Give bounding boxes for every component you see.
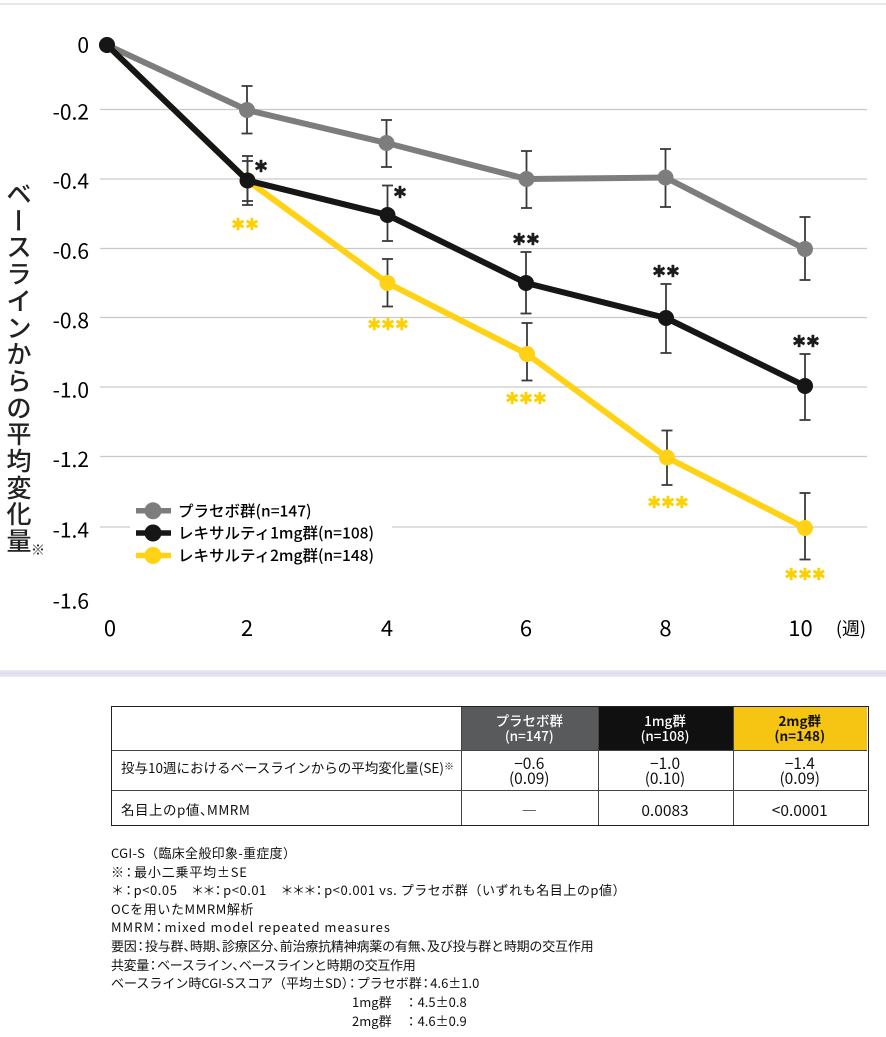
svg-text:-1.0: -1.0	[53, 375, 89, 405]
svg-text:プラセボ群(n=147): プラセボ群(n=147)	[178, 499, 312, 521]
svg-text:-1.6: -1.6	[53, 586, 89, 616]
svg-text:4: 4	[381, 611, 393, 643]
svg-text:0: 0	[77, 30, 89, 60]
svg-text:-1.2: -1.2	[53, 444, 89, 474]
svg-text:-0.6: -0.6	[53, 236, 89, 266]
svg-text:0: 0	[104, 611, 116, 643]
svg-text:8: 8	[659, 611, 671, 643]
svg-text:-1.4: -1.4	[53, 515, 89, 545]
svg-text:-0.4: -0.4	[53, 166, 89, 196]
svg-text:10: 10	[788, 611, 812, 643]
svg-text:6: 6	[520, 611, 532, 643]
svg-text:レキサルティ1mg群(n=108): レキサルティ1mg群(n=108)	[178, 522, 374, 544]
svg-text:(週): (週)	[836, 615, 866, 641]
svg-text:2: 2	[241, 611, 253, 643]
svg-text:-0.2: -0.2	[53, 97, 89, 127]
svg-text:レキサルティ2mg群(n=148): レキサルティ2mg群(n=148)	[178, 544, 374, 566]
svg-text:-0.8: -0.8	[53, 305, 89, 335]
